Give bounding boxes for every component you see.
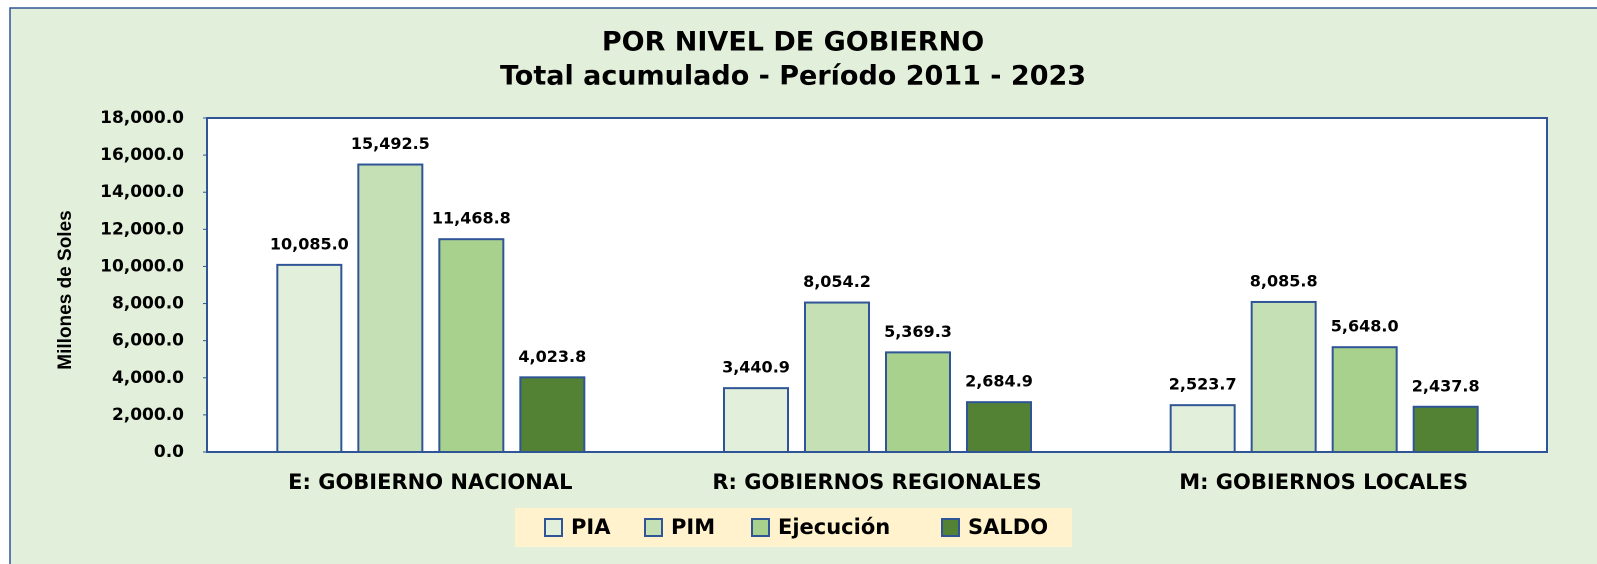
y-tick-label: 4,000.0 (112, 368, 184, 388)
bar (1169, 404, 1236, 454)
bar (357, 163, 424, 454)
chart-title: POR NIVEL DE GOBIERNO (602, 27, 984, 58)
bar (885, 351, 951, 454)
data-label: 15,492.5 (351, 134, 430, 153)
legend-label: Ejecución (778, 515, 890, 539)
data-label: 2,523.7 (1169, 375, 1237, 394)
bar (438, 238, 505, 453)
data-label: 3,440.9 (722, 358, 790, 377)
data-label: 10,085.0 (270, 234, 349, 253)
data-label: 8,085.8 (1250, 271, 1318, 290)
legend-label: SALDO (968, 515, 1048, 539)
bar (1250, 300, 1317, 454)
data-label: 2,684.9 (965, 372, 1033, 391)
y-axis-label: Millones de Soles (55, 210, 76, 369)
y-tick-label: 2,000.0 (112, 405, 184, 425)
y-tick-label: 18,000.0 (100, 108, 184, 128)
legend-swatch (751, 518, 770, 537)
legend-label: PIM (671, 515, 715, 539)
x-tick-label: E: GOBIERNO NACIONAL (288, 470, 572, 494)
chart-subtitle: Total acumulado - Período 2011 - 2023 (500, 61, 1086, 92)
data-label: 8,054.2 (803, 272, 871, 291)
legend-swatch (644, 518, 663, 537)
bar (276, 263, 343, 453)
plot-area (206, 117, 1548, 453)
data-label: 5,369.3 (884, 322, 952, 341)
bar (804, 301, 870, 453)
data-label: 2,437.8 (1412, 376, 1480, 395)
y-tick-label: 14,000.0 (100, 182, 184, 202)
bar (1331, 346, 1398, 453)
bar (519, 376, 586, 453)
bar (1412, 405, 1479, 453)
legend-box (515, 508, 1072, 547)
data-label: 11,468.8 (432, 209, 511, 228)
bar (723, 387, 789, 454)
y-tick-label: 8,000.0 (112, 294, 184, 314)
data-label: 4,023.8 (518, 347, 586, 366)
data-label: 5,648.0 (1331, 317, 1399, 336)
y-tick-label: 16,000.0 (100, 145, 184, 165)
y-tick-label: 10,000.0 (100, 256, 184, 276)
x-tick-label: R: GOBIERNOS REGIONALES (712, 470, 1041, 494)
x-tick-label: M: GOBIERNOS LOCALES (1179, 470, 1468, 494)
legend-swatch (941, 518, 960, 537)
legend-swatch (544, 518, 563, 537)
bar (966, 401, 1032, 453)
y-tick-label: 0.0 (154, 442, 184, 462)
y-tick-label: 12,000.0 (100, 219, 184, 239)
y-tick-label: 6,000.0 (112, 331, 184, 351)
legend-label: PIA (571, 515, 611, 539)
